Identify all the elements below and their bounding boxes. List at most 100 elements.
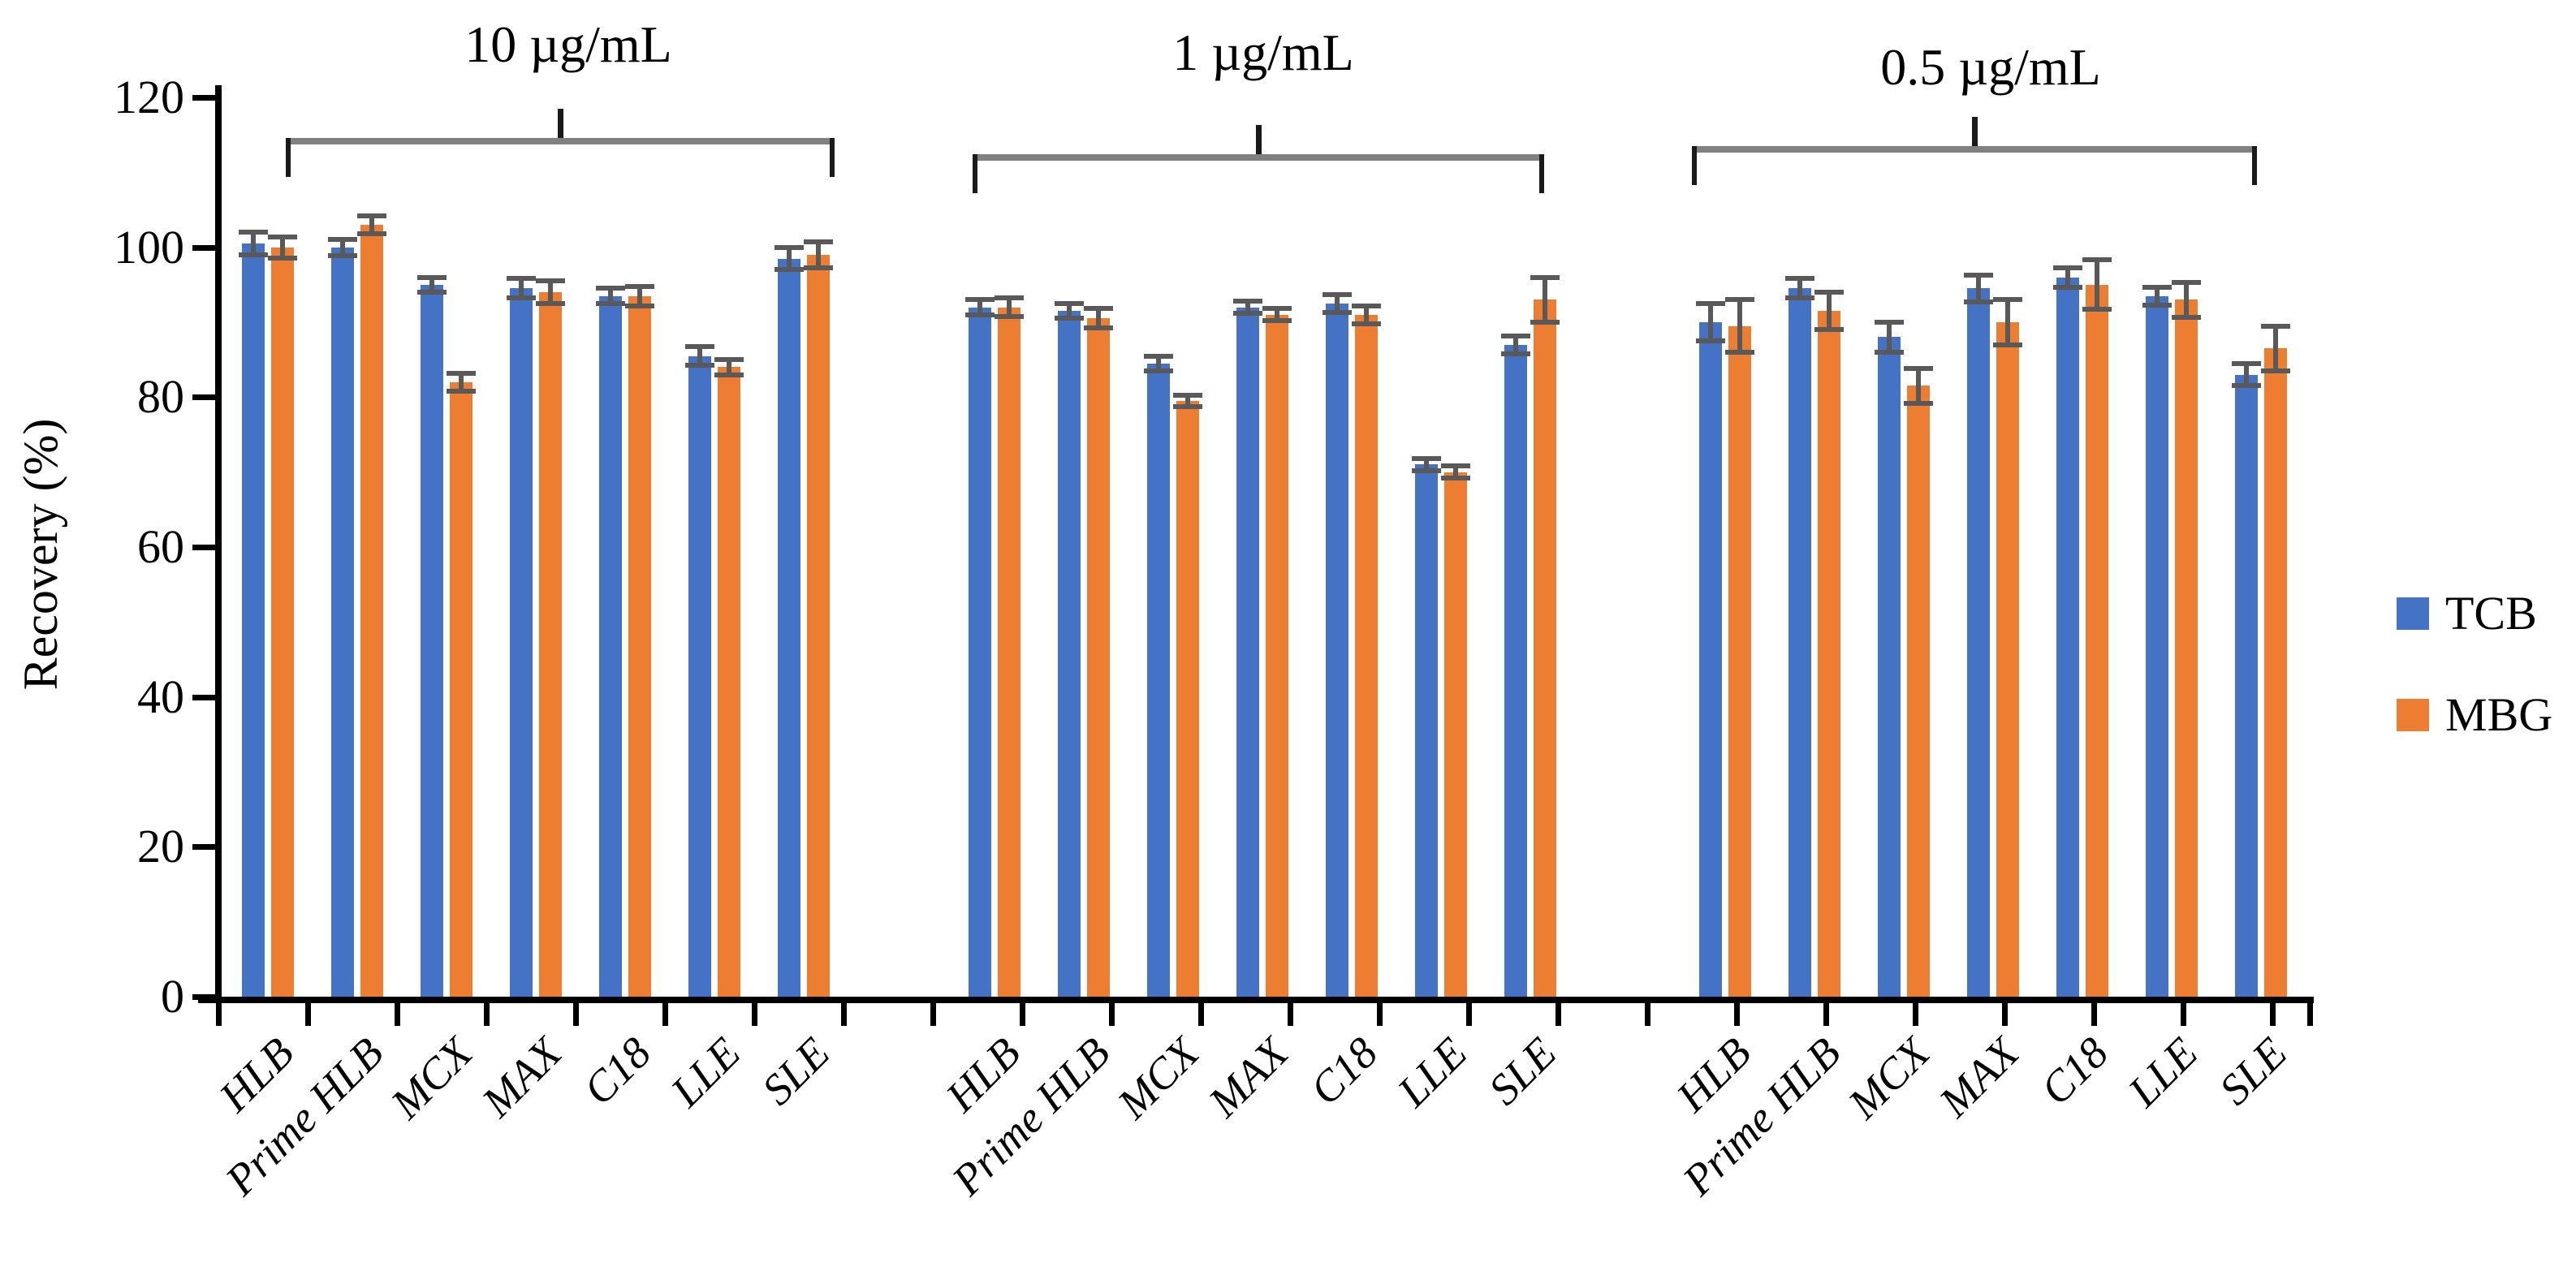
error-bar-cap-top	[536, 278, 565, 284]
category-label-c18: C18	[574, 1028, 661, 1114]
bar-mbg-prime-hlb	[360, 224, 383, 997]
error-bar-stem	[429, 277, 434, 293]
category-label-lle: LLE	[661, 1028, 750, 1116]
error-bar-cap-top	[1262, 306, 1292, 312]
error-bar-stem	[1364, 305, 1369, 324]
error-bar-cap-bottom	[2142, 302, 2172, 308]
group-bracket-center-tick	[558, 109, 563, 138]
bar-tcb-lle	[2146, 295, 2168, 997]
x-tick	[662, 1003, 668, 1026]
bar-mbg-lle	[1444, 472, 1467, 997]
error-bar-cap-bottom	[536, 300, 565, 306]
category-cell-sle	[1486, 97, 1575, 997]
y-tick	[192, 545, 215, 550]
category-label-cell: Prime HLB	[943, 1028, 1128, 1271]
category-label-cell: LLE	[1388, 1028, 1486, 1271]
error-bar-stem	[1096, 308, 1101, 329]
mbg-legend-label: MBG	[2445, 688, 2553, 741]
error-bar-stem	[727, 360, 731, 375]
error-bar-cap-bottom	[328, 252, 357, 258]
error-bar-cap-top	[1412, 456, 1441, 462]
error-bar-cap-bottom	[1696, 338, 1725, 344]
error-bar-cap-top	[2232, 360, 2261, 366]
category-cell-hlb	[950, 97, 1039, 997]
error-bar-cap-top	[507, 276, 536, 282]
error-bar-cap-bottom	[2053, 284, 2082, 290]
bar-mbg-sle	[807, 254, 830, 997]
error-bar-cap-bottom	[775, 267, 804, 273]
bar-tcb-prime-hlb	[331, 247, 354, 997]
error-bar-cap-top	[1964, 272, 1993, 278]
category-cell-lle	[2127, 97, 2216, 997]
error-bar-cap-top	[775, 244, 804, 250]
group-bracket-left-hook	[286, 138, 291, 177]
error-bar-cap-bottom	[1412, 467, 1441, 473]
category-label-sle: SLE	[2210, 1028, 2297, 1114]
category-label-cell: C18	[574, 1028, 670, 1271]
error-bar-cap-top	[1323, 291, 1352, 297]
error-bar-cap-bottom	[1904, 400, 1933, 406]
category-cell-max	[1948, 97, 2038, 997]
error-bar-cap-bottom	[1814, 327, 1844, 333]
error-bar-cap-bottom	[1233, 310, 1262, 316]
x-tick	[2091, 1003, 2097, 1026]
error-bar-cap-top	[1233, 299, 1262, 304]
y-tick-label: 100	[114, 220, 184, 274]
x-tick	[573, 1003, 579, 1026]
bar-tcb-c18	[1326, 303, 1348, 997]
error-bar-cap-top	[995, 295, 1024, 301]
bar-tcb-mcx	[421, 284, 443, 997]
x-tick	[395, 1003, 400, 1026]
bar-mbg-hlb	[1728, 325, 1751, 997]
error-bar-stem	[1827, 292, 1832, 330]
y-tick	[192, 95, 215, 101]
error-bar-cap-top	[1725, 297, 1754, 303]
error-bar-cap-bottom	[1173, 404, 1202, 410]
error-bar-cap-top	[1173, 392, 1202, 398]
category-label-cell: MCX	[1839, 1028, 1948, 1271]
error-bar-cap-top	[2172, 280, 2201, 286]
category-label-cell: C18	[2031, 1028, 2127, 1271]
error-bar-cap-top	[2082, 257, 2112, 263]
error-bar-cap-bottom	[965, 312, 995, 317]
error-bar-stem	[2095, 260, 2099, 310]
bar-tcb-sle	[2235, 374, 2258, 997]
error-bar-stem	[787, 247, 792, 270]
group-title-05ug: 0.5 µg/mL	[1880, 38, 2101, 96]
x-tick	[2270, 1003, 2276, 1026]
bar-mbg-sle	[2264, 348, 2287, 997]
error-bar-stem	[459, 373, 464, 391]
error-bar-cap-bottom	[1144, 368, 1173, 374]
error-bar-stem	[1543, 277, 1547, 322]
error-bar-cap-top	[417, 274, 447, 280]
error-bar-cap-top	[1084, 306, 1113, 312]
error-bar-cap-top	[1696, 300, 1725, 306]
category-label-c18: C18	[1301, 1028, 1387, 1114]
category-label-sle: SLE	[1479, 1028, 1566, 1114]
error-bar-stem	[1335, 294, 1340, 312]
category-cell-mcx	[1128, 97, 1218, 997]
error-bar-cap-top	[2053, 265, 2082, 270]
x-tick	[752, 1003, 757, 1026]
error-bar-cap-top	[1144, 353, 1173, 359]
group-title-10ug: 10 µg/mL	[464, 15, 672, 73]
category-cell-prime-hlb	[1039, 97, 1128, 997]
group-bracket-line	[286, 138, 835, 144]
bar-tcb-sle	[1504, 344, 1527, 997]
error-bar-stem	[977, 299, 982, 315]
group-bracket-left-hook	[1692, 146, 1697, 185]
y-axis-line	[215, 85, 222, 1003]
category-cell-hlb	[223, 97, 313, 997]
error-bar-stem	[1513, 335, 1518, 354]
tcb-legend-label: TCB	[2445, 587, 2537, 640]
error-bar-stem	[1916, 368, 1921, 403]
error-bar-cap-bottom	[1875, 349, 1904, 355]
error-bar-stem	[1067, 303, 1072, 319]
error-bar-cap-bottom	[625, 303, 654, 308]
error-bar-stem	[2184, 282, 2189, 317]
bar-tcb-hlb	[242, 243, 265, 997]
bar-mbg-mcx	[1176, 400, 1199, 997]
bar-tcb-c18	[599, 295, 622, 997]
category-label-cell: SLE	[2210, 1028, 2306, 1271]
category-label-cell: LLE	[2119, 1028, 2216, 1271]
